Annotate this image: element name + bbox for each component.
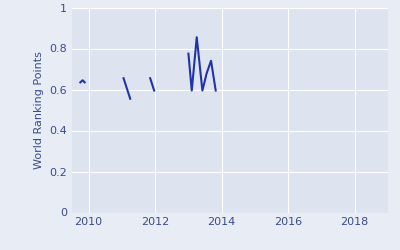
Y-axis label: World Ranking Points: World Ranking Points: [34, 51, 44, 169]
